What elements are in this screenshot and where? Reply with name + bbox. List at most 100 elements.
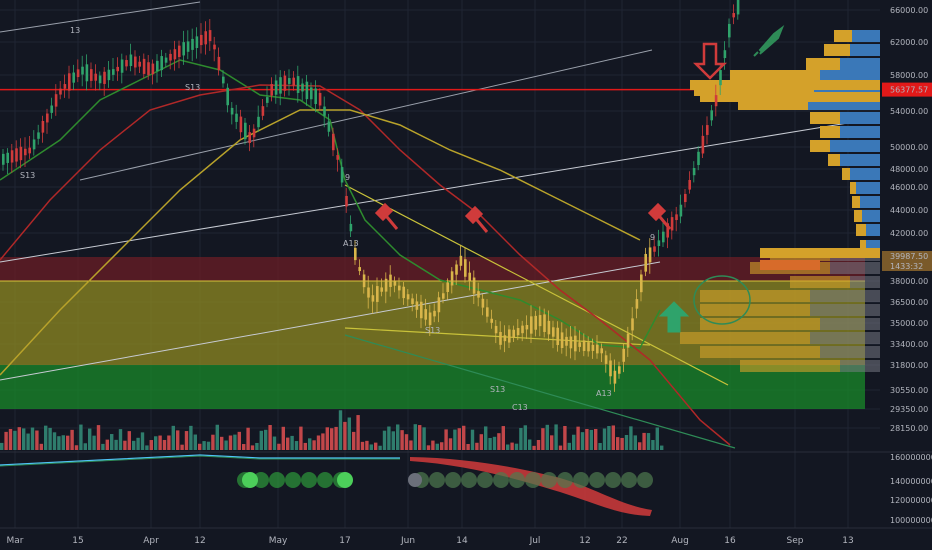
volume-bar	[180, 444, 184, 450]
candle-body	[437, 297, 441, 313]
volume-profile-bar	[856, 182, 880, 194]
volume-bar	[176, 430, 180, 450]
indicator-dot	[621, 472, 637, 488]
volume-bar	[303, 442, 307, 450]
wedge-line	[344, 327, 651, 346]
candle-body	[336, 155, 339, 160]
volume-bar	[602, 428, 607, 450]
down-arrow-icon	[692, 42, 728, 80]
indicator-dot	[301, 472, 317, 488]
candle-body	[283, 75, 287, 91]
volume-bar	[462, 425, 466, 450]
candle-body	[697, 151, 700, 166]
indicator-tick-label: 140000000.00	[890, 477, 932, 486]
trendline	[0, 120, 861, 263]
candle-body	[508, 329, 511, 343]
indicator-dot	[589, 472, 605, 488]
volume-profile-bar	[850, 182, 856, 194]
volume-bar	[378, 445, 382, 450]
time-tick-label: 22	[616, 536, 627, 546]
ma-red	[0, 84, 731, 446]
candle-body	[640, 274, 643, 293]
volume-bar	[145, 445, 149, 450]
candle-body	[204, 31, 207, 45]
volume-bar	[162, 439, 167, 450]
candle-body	[644, 253, 647, 272]
candle-body	[596, 344, 599, 354]
volume-bar	[440, 442, 444, 450]
volume-bar	[510, 442, 514, 450]
time-tick-label: 15	[72, 536, 83, 546]
candle-body	[648, 247, 652, 263]
time-tick-label: 12	[579, 536, 590, 546]
candle-body	[706, 125, 709, 135]
time-tick-label: 17	[339, 536, 350, 546]
volume-profile-bar	[760, 260, 820, 270]
candle-body	[626, 333, 630, 348]
candle-body	[552, 327, 555, 337]
td-label: S13	[425, 326, 440, 335]
candle-body	[169, 53, 172, 61]
candle-body	[305, 81, 309, 100]
volume-bar	[61, 435, 65, 450]
candle-body	[670, 217, 674, 231]
candle-body	[411, 298, 414, 304]
candle-body	[301, 83, 304, 92]
volume-profile-bar	[840, 126, 880, 138]
candle-body	[32, 139, 36, 150]
volume-bar	[184, 431, 189, 450]
candle-body	[235, 113, 238, 122]
volume-bar	[202, 441, 206, 450]
volume-bar	[149, 440, 153, 450]
volume-profile-bar	[860, 240, 866, 252]
volume-bar	[554, 424, 558, 450]
candle-body	[446, 282, 449, 292]
volume-profile-bar	[840, 154, 880, 166]
hammer-icon	[464, 205, 489, 233]
candle-body	[160, 56, 163, 71]
hammer-icon	[374, 202, 399, 230]
price-tick-label: 29350.00	[890, 405, 928, 414]
candle-body	[591, 344, 595, 351]
volume-bar	[140, 432, 145, 450]
volume-bar	[74, 445, 79, 450]
volume-bar	[435, 443, 439, 450]
candle-body	[723, 50, 727, 59]
candle-body	[50, 105, 53, 113]
volume-bar	[246, 427, 250, 450]
candle-body	[468, 272, 471, 281]
candle-body	[310, 87, 313, 100]
candle-body	[125, 60, 128, 67]
candle-body	[428, 312, 432, 326]
volume-bar	[488, 437, 492, 450]
volume-bar	[506, 444, 510, 450]
volume-profile-bar	[830, 140, 880, 152]
volume-bar	[44, 425, 48, 450]
volume-profile-bar	[730, 70, 820, 82]
candle-body	[279, 77, 282, 94]
volume-bar	[479, 434, 483, 450]
volume-bar	[594, 428, 598, 450]
volume-bar	[8, 429, 13, 450]
time-tick-label: Aug	[671, 536, 689, 546]
volume-bar	[0, 442, 4, 450]
volume-bar	[563, 425, 567, 450]
candle-body	[63, 84, 67, 89]
volume-bar	[347, 417, 351, 450]
volume-profile-bar	[690, 80, 880, 90]
candle-body	[719, 70, 722, 86]
candle-body	[732, 13, 735, 18]
candle-body	[684, 193, 687, 203]
candle-body	[424, 309, 427, 320]
volume-profile-bar	[806, 58, 840, 70]
volume-bar	[198, 443, 202, 450]
candle-body	[191, 38, 194, 50]
candle-body	[450, 271, 454, 286]
volume-bar	[624, 434, 629, 450]
volume-bar	[391, 431, 395, 450]
candle-body	[442, 293, 445, 299]
volume-profile-bar	[810, 290, 880, 302]
candle-body	[142, 58, 146, 74]
volume-profile-bar	[700, 304, 810, 316]
